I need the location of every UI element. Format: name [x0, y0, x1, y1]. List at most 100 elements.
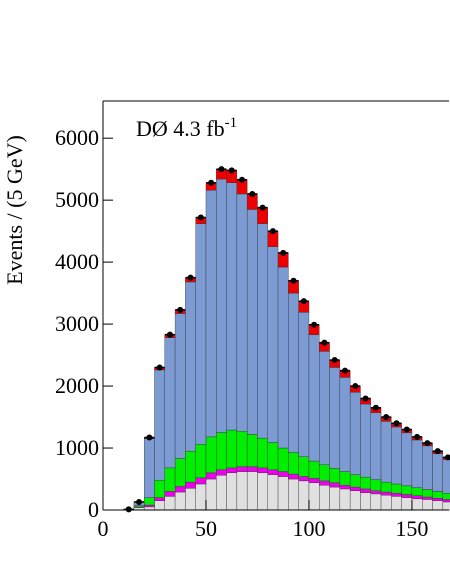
histogram-bar: [349, 490, 361, 511]
histogram-bar: [164, 337, 176, 469]
histogram-bar: [370, 412, 382, 480]
histogram-bar: [339, 377, 351, 472]
y-axis-label: Events / (5 GeV): [2, 135, 27, 285]
histogram-bar: [288, 478, 299, 511]
histogram-bar: [257, 472, 268, 511]
data-point: [290, 277, 297, 284]
x-tick-label: 150: [395, 516, 428, 541]
histogram-bar: [154, 369, 165, 481]
histogram-bar: [174, 491, 186, 511]
histogram-bar: [205, 190, 217, 438]
data-point: [393, 420, 400, 427]
data-point: [434, 448, 441, 455]
histogram-bar: [174, 313, 186, 459]
data-point: [125, 506, 132, 513]
histogram-bar: [370, 479, 382, 491]
histogram-bar: [380, 491, 392, 496]
data-point: [414, 433, 421, 440]
histogram-bar: [319, 351, 330, 465]
histogram-bar: [277, 471, 289, 477]
annotation-superscript: -1: [225, 115, 238, 131]
histogram-bar: [246, 466, 258, 472]
y-tick-label: 5000: [55, 187, 99, 212]
histogram-bar: [391, 426, 402, 485]
histogram-bar: [401, 485, 413, 495]
histogram-bar: [267, 469, 279, 475]
histogram-bar: [154, 480, 165, 498]
data-point: [239, 176, 246, 183]
histogram-bar: [360, 488, 371, 493]
histogram-bar: [432, 453, 444, 492]
histogram-bar: [442, 459, 450, 494]
histogram-bar: [185, 488, 196, 511]
data-point: [259, 204, 266, 211]
histogram-bar: [432, 500, 444, 511]
histogram-bar: [349, 474, 361, 488]
histogram-bar: [164, 467, 176, 492]
histogram-bar: [257, 437, 268, 469]
data-point: [383, 414, 390, 421]
histogram-bar: [360, 476, 371, 490]
histogram-bar: [401, 432, 413, 487]
data-point: [444, 454, 450, 461]
histogram-bar: [174, 486, 186, 493]
histogram-bar: [432, 491, 444, 499]
annotation: DØ 4.3 fb-1: [136, 115, 237, 141]
data-point: [187, 274, 194, 281]
data-point: [208, 179, 215, 186]
data-point: [300, 298, 307, 305]
histogram-bar: [360, 403, 371, 478]
annotation-text: DØ 4.3 fb: [136, 116, 225, 141]
histogram-bar: [195, 223, 207, 445]
histogram-bar: [370, 490, 382, 495]
histogram-bar: [288, 452, 299, 475]
x-tick-label: 50: [195, 516, 217, 541]
histogram-bar: [236, 471, 248, 511]
histogram-bar: [174, 458, 186, 487]
y-tick-label: 3000: [55, 311, 99, 336]
data-point: [424, 440, 431, 447]
histogram-bar: [349, 486, 361, 491]
data-point: [228, 167, 235, 174]
histogram-bar: [205, 472, 217, 480]
data-point: [197, 214, 204, 221]
histogram-bar: [411, 498, 423, 511]
histogram-bar: [411, 495, 423, 500]
data-point: [269, 228, 276, 235]
y-tick-label: 6000: [55, 125, 99, 150]
histogram-bar: [216, 432, 227, 470]
histogram-bar: [143, 438, 155, 498]
plot-area: [123, 166, 450, 513]
histogram-bar: [267, 442, 279, 470]
histogram-bar: [216, 475, 227, 511]
histogram-bar: [185, 450, 196, 483]
histogram-bar: [236, 193, 248, 432]
histogram-bar: [349, 392, 361, 475]
histogram-bar: [360, 492, 371, 511]
data-point: [177, 306, 184, 313]
histogram-bar: [246, 471, 258, 511]
data-point: [331, 357, 338, 364]
histogram-bar: [257, 223, 268, 439]
histogram-bar: [319, 480, 330, 486]
histogram-bar: [329, 482, 341, 488]
histogram-bar: [442, 493, 450, 500]
histogram-bar: [226, 429, 238, 469]
histogram-bar: [246, 434, 258, 467]
histogram-bar: [442, 501, 450, 511]
histogram-bar: [422, 499, 433, 511]
histogram-bar: [216, 178, 227, 433]
x-tick-label: 0: [98, 516, 109, 541]
histogram-bar: [185, 481, 196, 489]
histogram-bar: [216, 469, 227, 476]
histogram-bar: [401, 497, 413, 511]
histogram-bar: [288, 292, 299, 453]
data-point: [403, 426, 410, 433]
histogram-bar: [422, 445, 433, 490]
data-point: [372, 404, 379, 411]
histogram-bar: [226, 182, 238, 431]
histogram-bar: [277, 447, 289, 472]
data-point: [166, 331, 173, 338]
histogram-bar: [164, 496, 176, 511]
histogram-bar: [380, 421, 392, 483]
